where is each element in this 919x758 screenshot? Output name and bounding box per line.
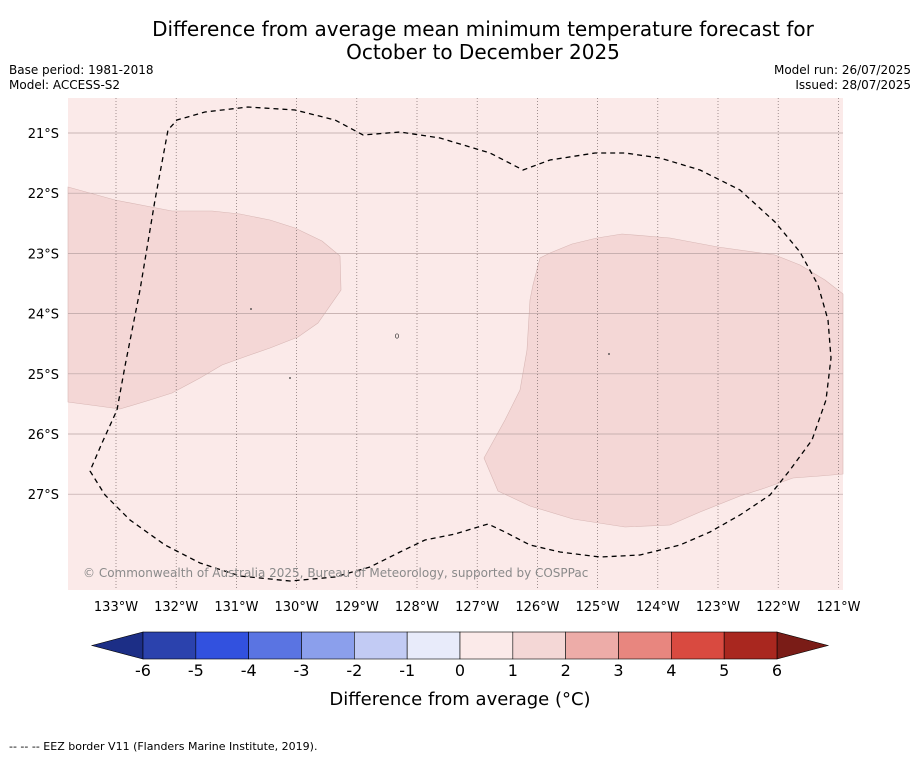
island-dot	[250, 308, 252, 310]
colorbar-swatch	[195, 631, 249, 660]
chart-title: Difference from average mean minimum tem…	[0, 18, 919, 64]
longitude-gridlines	[115, 98, 839, 590]
title-line-1: Difference from average mean minimum tem…	[152, 17, 814, 41]
colorbar-swatch	[565, 631, 619, 660]
colorbar-tick: 6	[772, 661, 782, 680]
anomaly-fill-east	[483, 233, 844, 528]
colorbar-tick: -3	[294, 661, 310, 680]
colorbar-tick: -1	[399, 661, 415, 680]
lon-label: 130°W	[275, 600, 319, 615]
colorbar-swatch	[618, 631, 672, 660]
eez-border	[89, 106, 832, 582]
island-dot	[608, 353, 610, 355]
colorbar-tick: 0	[455, 661, 465, 680]
lon-label: 129°W	[335, 600, 379, 615]
colorbar-swatch	[248, 631, 302, 660]
lon-label: 125°W	[576, 600, 620, 615]
island-outline	[395, 333, 399, 339]
colorbar-tick: -4	[241, 661, 257, 680]
island-dot	[289, 377, 291, 379]
colorbar-swatch	[142, 631, 197, 660]
lon-label: 128°W	[395, 600, 439, 615]
lon-label: 131°W	[214, 600, 258, 615]
colorbar-swatch	[406, 631, 461, 660]
colorbar-over-arrow	[776, 631, 830, 660]
anomaly-region-east	[483, 233, 844, 528]
colorbar-title: Difference from average (°C)	[329, 689, 590, 710]
colorbar-tick: 5	[719, 661, 729, 680]
colorbar-swatch	[301, 631, 355, 660]
islands	[250, 308, 610, 379]
lat-label: 24°S	[28, 308, 59, 323]
copyright-text: © Commonwealth of Australia 2025, Bureau…	[83, 566, 588, 580]
colorbar-swatch	[512, 631, 566, 660]
colorbar-swatch	[459, 631, 514, 660]
base-period: Base period: 1981-2018	[9, 63, 154, 77]
lon-label: 132°W	[154, 600, 198, 615]
lon-label: 126°W	[515, 600, 559, 615]
colorbar	[90, 631, 830, 660]
lat-label: 22°S	[28, 187, 59, 202]
colorbar-tick: 4	[666, 661, 676, 680]
title-line-2: October to December 2025	[346, 40, 620, 64]
issued-date: Issued: 28/07/2025	[795, 78, 911, 92]
anomaly-region-west	[67, 186, 342, 410]
lon-label: 121°W	[816, 600, 860, 615]
colorbar-tick: 1	[508, 661, 518, 680]
colorbar-swatch	[671, 631, 725, 660]
latitude-labels: 21°S 22°S 23°S 24°S 25°S 26°S 27°S	[28, 127, 59, 503]
colorbar-under-arrow	[90, 631, 144, 660]
eez-legend: -- -- -- EEZ border V11 (Flanders Marine…	[9, 740, 318, 753]
colorbar-tick: -6	[135, 661, 151, 680]
lon-label: 123°W	[696, 600, 740, 615]
latitude-gridlines	[68, 132, 843, 495]
lon-label: 122°W	[756, 600, 800, 615]
run-info: Model run: 26/07/2025 Issued: 28/07/2025	[774, 63, 911, 93]
colorbar-tick: -2	[346, 661, 362, 680]
model-run: Model run: 26/07/2025	[773, 63, 911, 77]
lon-label: 133°W	[94, 600, 138, 615]
colorbar-swatch	[354, 631, 408, 660]
lat-label: 23°S	[28, 247, 59, 262]
model-info: Base period: 1981-2018 Model: ACCESS-S2	[9, 63, 154, 93]
lon-label: 127°W	[455, 600, 499, 615]
lat-label: 25°S	[28, 368, 59, 383]
colorbar-tick-labels: -6 -5 -4 -3 -2 -1 0 1 2 3 4 5 6	[135, 661, 782, 680]
lon-label: 124°W	[636, 600, 680, 615]
lat-label: 26°S	[28, 428, 59, 443]
lat-label: 27°S	[28, 488, 59, 503]
lat-label: 21°S	[28, 127, 59, 142]
colorbar-tick: -5	[188, 661, 204, 680]
model-name: Model: ACCESS-S2	[9, 78, 121, 92]
colorbar-tick: 3	[613, 661, 623, 680]
longitude-labels: 133°W 132°W 131°W 130°W 129°W 128°W 127°W 126°W…	[94, 600, 861, 615]
colorbar-tick: 2	[561, 661, 571, 680]
colorbar-swatch	[723, 631, 778, 660]
anomaly-fill-west	[67, 186, 342, 410]
